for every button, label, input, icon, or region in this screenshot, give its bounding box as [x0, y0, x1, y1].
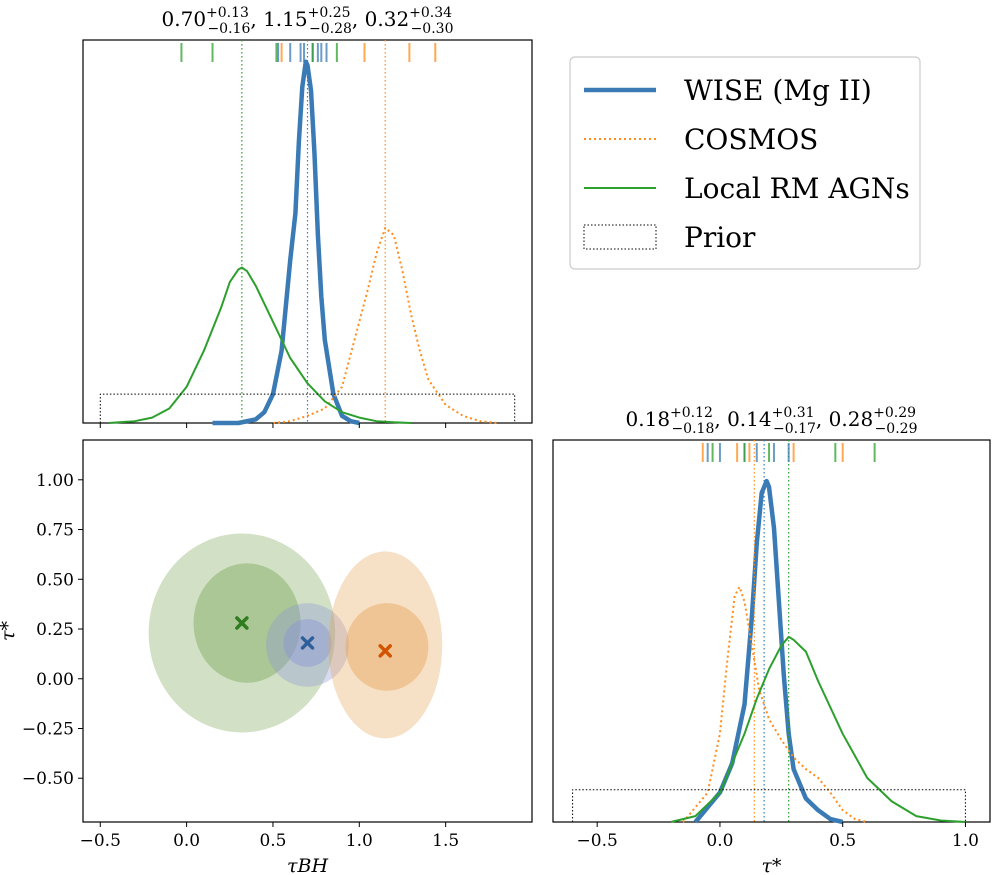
legend-label-prior: Prior	[684, 221, 756, 254]
y-tick-label: 0.00	[36, 670, 74, 690]
median-marker-wise-mg-ii	[300, 636, 315, 650]
curve-prior	[99, 393, 516, 423]
y-axis-label: τ*	[0, 620, 19, 641]
contour-inner-local-rm-agns	[193, 563, 301, 683]
curve-cosmos	[272, 226, 498, 424]
curve-prior	[572, 789, 966, 822]
y-tick-label: 1.00	[36, 471, 74, 491]
y-tick-label: 0.25	[36, 620, 74, 640]
legend: WISE (Mg II) COSMOS Local RM AGNs Prior	[569, 56, 921, 270]
legend-swatch-prior	[583, 224, 657, 250]
legend-label-cosmos: COSMOS	[684, 123, 818, 156]
y-tick-label: 0.75	[36, 521, 74, 541]
contour-outer-local-rm-agns	[148, 533, 336, 733]
contour-outer-cosmos	[328, 551, 443, 739]
y-tick-label: −0.50	[22, 769, 74, 789]
legend-label-wise: WISE (Mg II)	[684, 74, 872, 107]
x-tick-label: 0.5	[829, 831, 856, 851]
x-tick-label: 0.5	[259, 831, 286, 851]
median-marker-local-rm-agns	[235, 616, 249, 630]
x-tick-label: −0.5	[577, 831, 618, 851]
x-tick-label: 1.0	[346, 831, 373, 851]
curve-local-rm-agns	[108, 266, 412, 424]
panel-title: 0.18+0.12 −0.18, 0.14+0.31 −0.17, 0.28+0.2…	[626, 405, 918, 437]
curve-cosmos	[682, 585, 868, 823]
curve-local-rm-agns	[670, 635, 966, 823]
tau-bh-marginal-panel: 0.70+0.13 −0.16, 1.15+0.25 −0.28, 0.32+0.3…	[82, 5, 533, 428]
tau-star-marginal-panel: 0.18+0.12 −0.18, 0.14+0.31 −0.17, 0.28+0.2…	[552, 405, 991, 875]
panel-frame	[82, 439, 533, 823]
panel-title: 0.70+0.13 −0.16, 1.15+0.25 −0.28, 0.32+0.3…	[162, 5, 454, 37]
y-tick-label: 0.50	[36, 570, 74, 590]
legend-label-local-rm: Local RM AGNs	[684, 172, 910, 205]
x-axis-label: τ*	[761, 855, 782, 875]
curve-wise-mg-ii	[212, 59, 360, 426]
x-tick-label: −0.5	[80, 831, 121, 851]
median-marker-cosmos	[378, 644, 392, 658]
x-tick-label: 1.5	[432, 831, 459, 851]
panel-frame	[552, 439, 991, 823]
joint-posterior-panel: 1.00 0.75 0.50 0.25 0.00 −0.25 −0.50 τ* −0.5 0.0 0…	[0, 439, 533, 875]
x-tick-label: 1.0	[952, 831, 979, 851]
x-axis-label: τBH	[287, 855, 328, 875]
y-tick-label: −0.25	[22, 719, 74, 739]
curve-wise-mg-ii	[693, 478, 844, 825]
legend-frame	[569, 56, 921, 270]
x-tick-label: 0.0	[173, 831, 200, 851]
x-tick-label: 0.0	[706, 831, 733, 851]
